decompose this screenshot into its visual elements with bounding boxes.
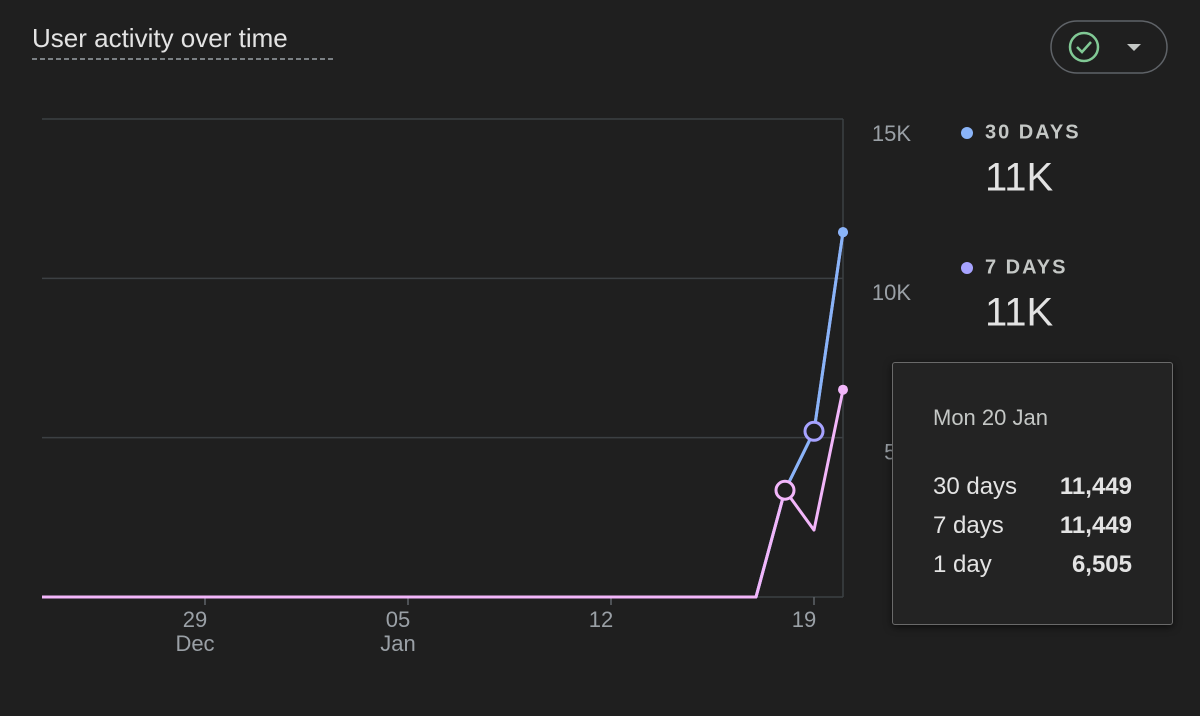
end-point xyxy=(838,384,848,395)
hover-point xyxy=(803,420,825,442)
legend-name: 7 days xyxy=(985,256,1067,278)
dropdown-caret xyxy=(1127,44,1141,51)
x-tick-label: 19 xyxy=(791,607,817,632)
legend-summary: 11K xyxy=(985,156,1054,200)
legend-dot xyxy=(961,262,973,274)
tooltip-name: 30 days xyxy=(933,473,1018,500)
legend-summary: 11K xyxy=(985,291,1054,335)
series-line xyxy=(42,389,845,599)
x-tick-label: 05 Jan xyxy=(380,607,416,656)
series xyxy=(42,389,845,599)
x-tick-label: 29 Dec xyxy=(175,607,215,656)
series xyxy=(42,231,845,599)
series xyxy=(42,231,845,599)
y-tick-label: 10K xyxy=(872,280,911,305)
series-line xyxy=(42,231,845,599)
end-point xyxy=(838,227,848,238)
tooltip: Mon 20 Jan 30 days 11,449 7 days 11,449 1 da… xyxy=(892,362,1173,625)
hover-point xyxy=(774,479,796,501)
tooltip-row: 30 days 11,449 xyxy=(933,473,1132,501)
tooltip-row: 7 days 11,449 xyxy=(933,512,1132,540)
tooltip-title: Mon 20 Jan xyxy=(933,405,1048,430)
tooltip-row: 1 day 6,505 xyxy=(933,551,1132,579)
tooltip-name: 7 days xyxy=(933,512,1004,539)
tooltip-name: 1 day xyxy=(933,551,992,578)
series-line xyxy=(42,231,845,599)
check-mark xyxy=(1076,41,1092,54)
filter-button[interactable] xyxy=(1050,20,1168,74)
tooltip-value: 6,505 xyxy=(1071,551,1132,578)
chart-title: User activity over time xyxy=(32,23,288,53)
tooltip-value: 11,449 xyxy=(1059,512,1132,539)
tooltip-value: 11,449 xyxy=(1059,473,1132,500)
y-tick-label: 15K xyxy=(872,121,911,146)
legend-name: 30 days xyxy=(985,121,1081,143)
button-outline[interactable] xyxy=(1050,20,1168,74)
legend-dot xyxy=(961,127,973,139)
check-icon xyxy=(1068,31,1100,63)
x-tick-label: 12 xyxy=(588,607,614,632)
